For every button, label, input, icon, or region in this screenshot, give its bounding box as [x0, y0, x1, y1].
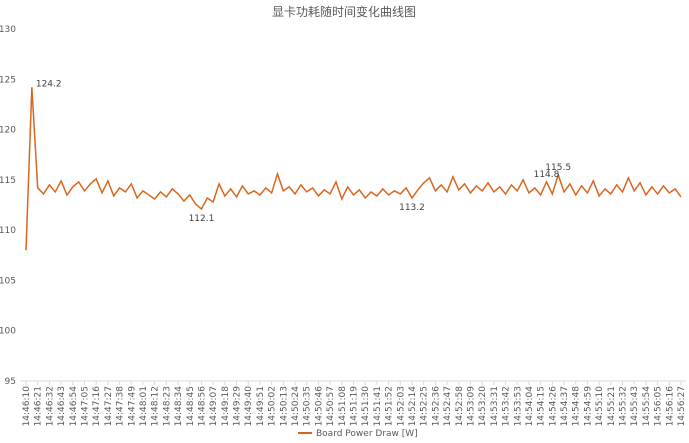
x-tick-label: 14:53:31 — [490, 386, 500, 426]
x-tick-label: 14:46:21 — [34, 386, 44, 426]
line-series — [25, 87, 682, 251]
y-tick-label: 120 — [0, 126, 16, 136]
y-tick-label: 105 — [0, 276, 16, 286]
x-tick-label: 14:48:56 — [197, 386, 207, 427]
x-tick-label: 14:49:07 — [209, 386, 219, 426]
x-tick-label: 14:56:27 — [677, 386, 687, 426]
x-tick-label: 14:46:32 — [45, 386, 55, 426]
legend-label: Board Power Draw [W] — [316, 429, 418, 439]
x-tick-label: 14:48:34 — [174, 386, 184, 427]
x-tick-label: 14:52:47 — [443, 386, 453, 426]
x-tick-label: 14:48:45 — [186, 386, 196, 426]
x-tick-label: 14:49:18 — [221, 386, 231, 427]
y-tick-label: 115 — [0, 176, 16, 186]
x-tick-label: 14:56:05 — [654, 386, 664, 426]
data-label: 112.1 — [189, 214, 215, 224]
x-tick-label: 14:51:41 — [373, 386, 383, 426]
x-tick-label: 14:51:08 — [338, 386, 348, 427]
x-tick-label: 14:56:16 — [665, 386, 675, 427]
x-tick-label: 14:55:32 — [619, 386, 629, 426]
x-tick-label: 14:53:53 — [513, 386, 523, 426]
x-tick-label: 14:49:40 — [244, 386, 254, 427]
y-tick-label: 125 — [0, 75, 16, 85]
x-tick-label: 14:48:01 — [139, 386, 149, 426]
x-tick-label: 14:47:27 — [104, 386, 114, 426]
x-tick-label: 14:49:29 — [233, 386, 243, 427]
data-label: 115.5 — [545, 163, 571, 173]
y-tick-label: 130 — [0, 25, 16, 35]
x-tick-label: 14:46:10 — [22, 386, 32, 427]
x-tick-label: 14:49:51 — [256, 386, 266, 426]
data-label: 113.2 — [399, 203, 425, 213]
x-tick-label: 14:47:05 — [80, 386, 90, 426]
x-tick-label: 14:55:21 — [607, 386, 617, 426]
x-tick-label: 14:53:20 — [478, 386, 488, 427]
x-tick-label: 14:54:04 — [525, 386, 535, 427]
x-tick-label: 14:50:24 — [291, 386, 301, 427]
x-tick-label: 14:48:12 — [151, 386, 161, 426]
x-tick-label: 14:50:02 — [268, 386, 278, 426]
x-tick-label: 14:55:43 — [630, 386, 640, 426]
data-label: 124.2 — [36, 79, 62, 89]
x-tick-label: 14:52:25 — [420, 386, 430, 426]
x-tick-label: 14:55:54 — [642, 386, 652, 427]
x-tick-label: 14:55:10 — [595, 386, 605, 427]
y-tick-label: 95 — [5, 377, 16, 387]
x-tick-label: 14:52:58 — [455, 386, 465, 427]
x-tick-label: 14:54:37 — [560, 386, 570, 426]
x-tick-label: 14:52:36 — [431, 386, 441, 427]
x-tick-label: 14:50:57 — [326, 386, 336, 426]
x-tick-label: 14:47:38 — [116, 386, 126, 427]
x-tick-label: 14:51:52 — [385, 386, 395, 426]
x-tick-label: 14:51:30 — [361, 386, 371, 427]
x-tick-label: 14:54:26 — [548, 386, 558, 427]
data-label: 114.8 — [534, 170, 560, 180]
x-tick-label: 14:47:49 — [127, 386, 137, 427]
x-tick-label: 14:54:15 — [537, 386, 547, 426]
x-tick-label: 14:52:03 — [396, 386, 406, 426]
x-tick-label: 14:53:42 — [502, 386, 512, 426]
x-tick-label: 14:51:19 — [350, 386, 360, 427]
x-tick-label: 14:46:54 — [69, 386, 79, 427]
x-tick-label: 14:48:23 — [162, 386, 172, 426]
x-tick-label: 14:50:35 — [303, 386, 313, 426]
y-tick-label: 110 — [0, 226, 16, 236]
x-tick-label: 14:50:13 — [279, 386, 289, 426]
x-tick-label: 14:47:16 — [92, 386, 102, 427]
chart-title: 显卡功耗随时间变化曲线图 — [272, 4, 416, 19]
y-tick-label: 100 — [0, 327, 16, 337]
x-tick-label: 14:50:46 — [314, 386, 324, 427]
x-tick-label: 14:52:14 — [408, 386, 418, 427]
x-tick-label: 14:53:09 — [466, 386, 476, 427]
x-tick-label: 14:54:59 — [583, 386, 593, 427]
x-tick-label: 14:46:43 — [57, 386, 67, 426]
x-tick-label: 14:54:48 — [572, 386, 582, 427]
